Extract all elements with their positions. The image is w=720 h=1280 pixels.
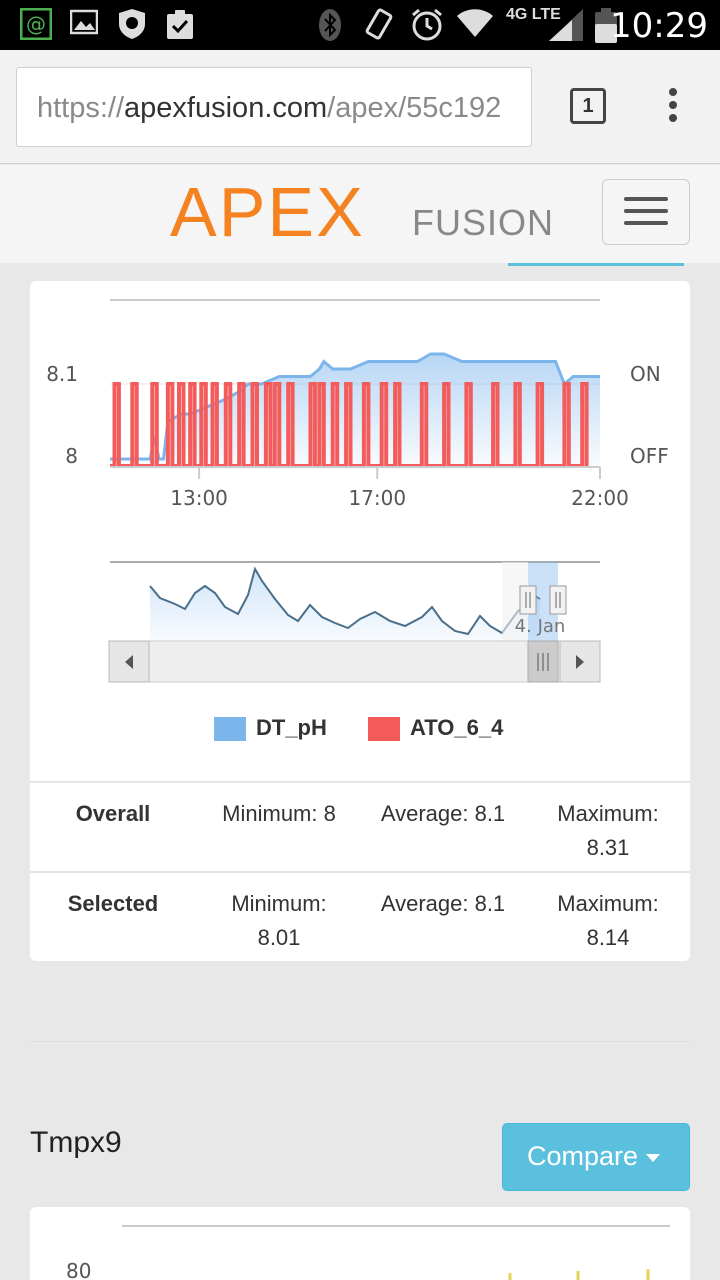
x-axis: 13:00 17:00 22:00 [170, 467, 629, 510]
y-tick-right-0: ON [630, 362, 661, 386]
email-notify-icon: @ [20, 8, 52, 40]
stats-overall-max-value: 8.31 [586, 835, 630, 860]
stats-selected-min-label: Minimum: [231, 891, 327, 916]
y-tick-left-1: 8 [65, 444, 78, 468]
section-title-tmpx9: Tmpx9 [30, 1126, 122, 1159]
y-tick-right-1: OFF [630, 444, 669, 468]
stats-table: Overall Minimum: 8 Average: 8.1 Maximum:… [30, 781, 690, 961]
stats-selected-min: Minimum: 8.01 [200, 887, 358, 955]
x-tick-label: 13:00 [170, 486, 228, 510]
legend-label-dt-ph: DT_pH [256, 715, 327, 740]
legend-swatch-dt-ph [214, 717, 246, 741]
scrollbar-thumb[interactable] [527, 640, 559, 683]
chart-legend: DT_pH ATO_6_4 [30, 711, 690, 751]
battery-icon [595, 8, 617, 43]
stats-selected-max: Maximum: 8.14 [534, 887, 682, 955]
scroll-left-button[interactable] [108, 640, 150, 683]
url-domain: apexfusion.com [124, 92, 328, 124]
clipboard-check-icon [167, 10, 193, 39]
stats-selected-max-value: 8.14 [586, 925, 630, 950]
ph-chart-card: 13:00 17:00 22:00 8.1 8 ON OFF 4. Jan [30, 281, 690, 961]
alarm-icon [412, 8, 442, 41]
stats-selected-min-value: 8.01 [257, 925, 301, 950]
legend-label-ato: ATO_6_4 [410, 715, 504, 740]
legend-swatch-ato [368, 717, 400, 741]
vibrate-icon [365, 8, 393, 40]
stats-overall-max-label: Maximum: [557, 801, 659, 826]
app-header: APEX FUSION [0, 165, 720, 263]
overflow-menu-icon[interactable] [666, 88, 680, 124]
stats-overall-max: Maximum: 8.31 [534, 797, 682, 865]
ph-chart[interactable]: 13:00 17:00 22:00 8.1 8 ON OFF 4. Jan [30, 281, 690, 701]
ph-area [110, 354, 600, 467]
compare-label: Compare [527, 1141, 639, 1171]
logo-main: APEX [170, 173, 365, 251]
status-bar: @ 4G LTE 10:29 [0, 0, 720, 50]
tmpx9-chart-card: 80 [30, 1207, 690, 1280]
url-path: /apex/55c192 [327, 92, 502, 124]
stats-row-overall: Overall Minimum: 8 Average: 8.1 Maximum:… [30, 781, 690, 871]
compare-dropdown-button[interactable]: Compare [502, 1123, 690, 1191]
stats-overall-label: Overall [75, 801, 151, 826]
range-navigator[interactable]: 4. Jan [110, 561, 600, 641]
active-nav-indicator [508, 263, 684, 266]
navigator-date-label: 4. Jan [515, 616, 566, 637]
url-bar[interactable]: https://apexfusion.com/apex/55c192 [16, 67, 532, 147]
navigator-scrollbar[interactable] [108, 640, 601, 683]
grid-line-top [122, 1225, 670, 1227]
stats-overall-avg: Average: 8.1 [380, 801, 506, 826]
stats-selected-avg: Average: 8.1 [380, 891, 506, 916]
stats-overall-min: Minimum: 8 [222, 801, 336, 826]
tmpx9-series-peek [508, 1269, 650, 1280]
stats-selected-max-label: Maximum: [557, 891, 659, 916]
signal-icon [549, 9, 583, 41]
hamburger-menu-button[interactable] [602, 179, 690, 245]
scroll-right-button[interactable] [559, 640, 601, 683]
navigator-handle-right[interactable] [549, 585, 567, 615]
navigator-handle-left[interactable] [519, 585, 537, 615]
stats-row-selected: Selected Minimum: 8.01 Average: 8.1 Maxi… [30, 871, 690, 961]
tab-switcher-button[interactable]: 1 [570, 88, 606, 124]
network-type: 4G LTE [506, 6, 561, 23]
x-tick-label: 17:00 [348, 486, 406, 510]
logo-sub: FUSION [412, 202, 555, 243]
stats-selected-label: Selected [67, 891, 159, 916]
bluetooth-icon [319, 9, 341, 41]
y-tick-80: 80 [66, 1259, 92, 1280]
caret-down-icon [646, 1153, 661, 1162]
browser-toolbar: https://apexfusion.com/apex/55c192 1 [0, 50, 720, 164]
y-tick-left-0: 8.1 [46, 362, 78, 386]
image-icon [70, 9, 98, 35]
svg-text:@: @ [26, 12, 46, 36]
wifi-icon [457, 9, 493, 37]
x-tick-label: 22:00 [571, 486, 629, 510]
clock: 10:29 [610, 6, 708, 46]
section-divider [30, 1041, 690, 1042]
url-prefix: https:// [37, 92, 125, 124]
shield-icon [119, 9, 145, 39]
